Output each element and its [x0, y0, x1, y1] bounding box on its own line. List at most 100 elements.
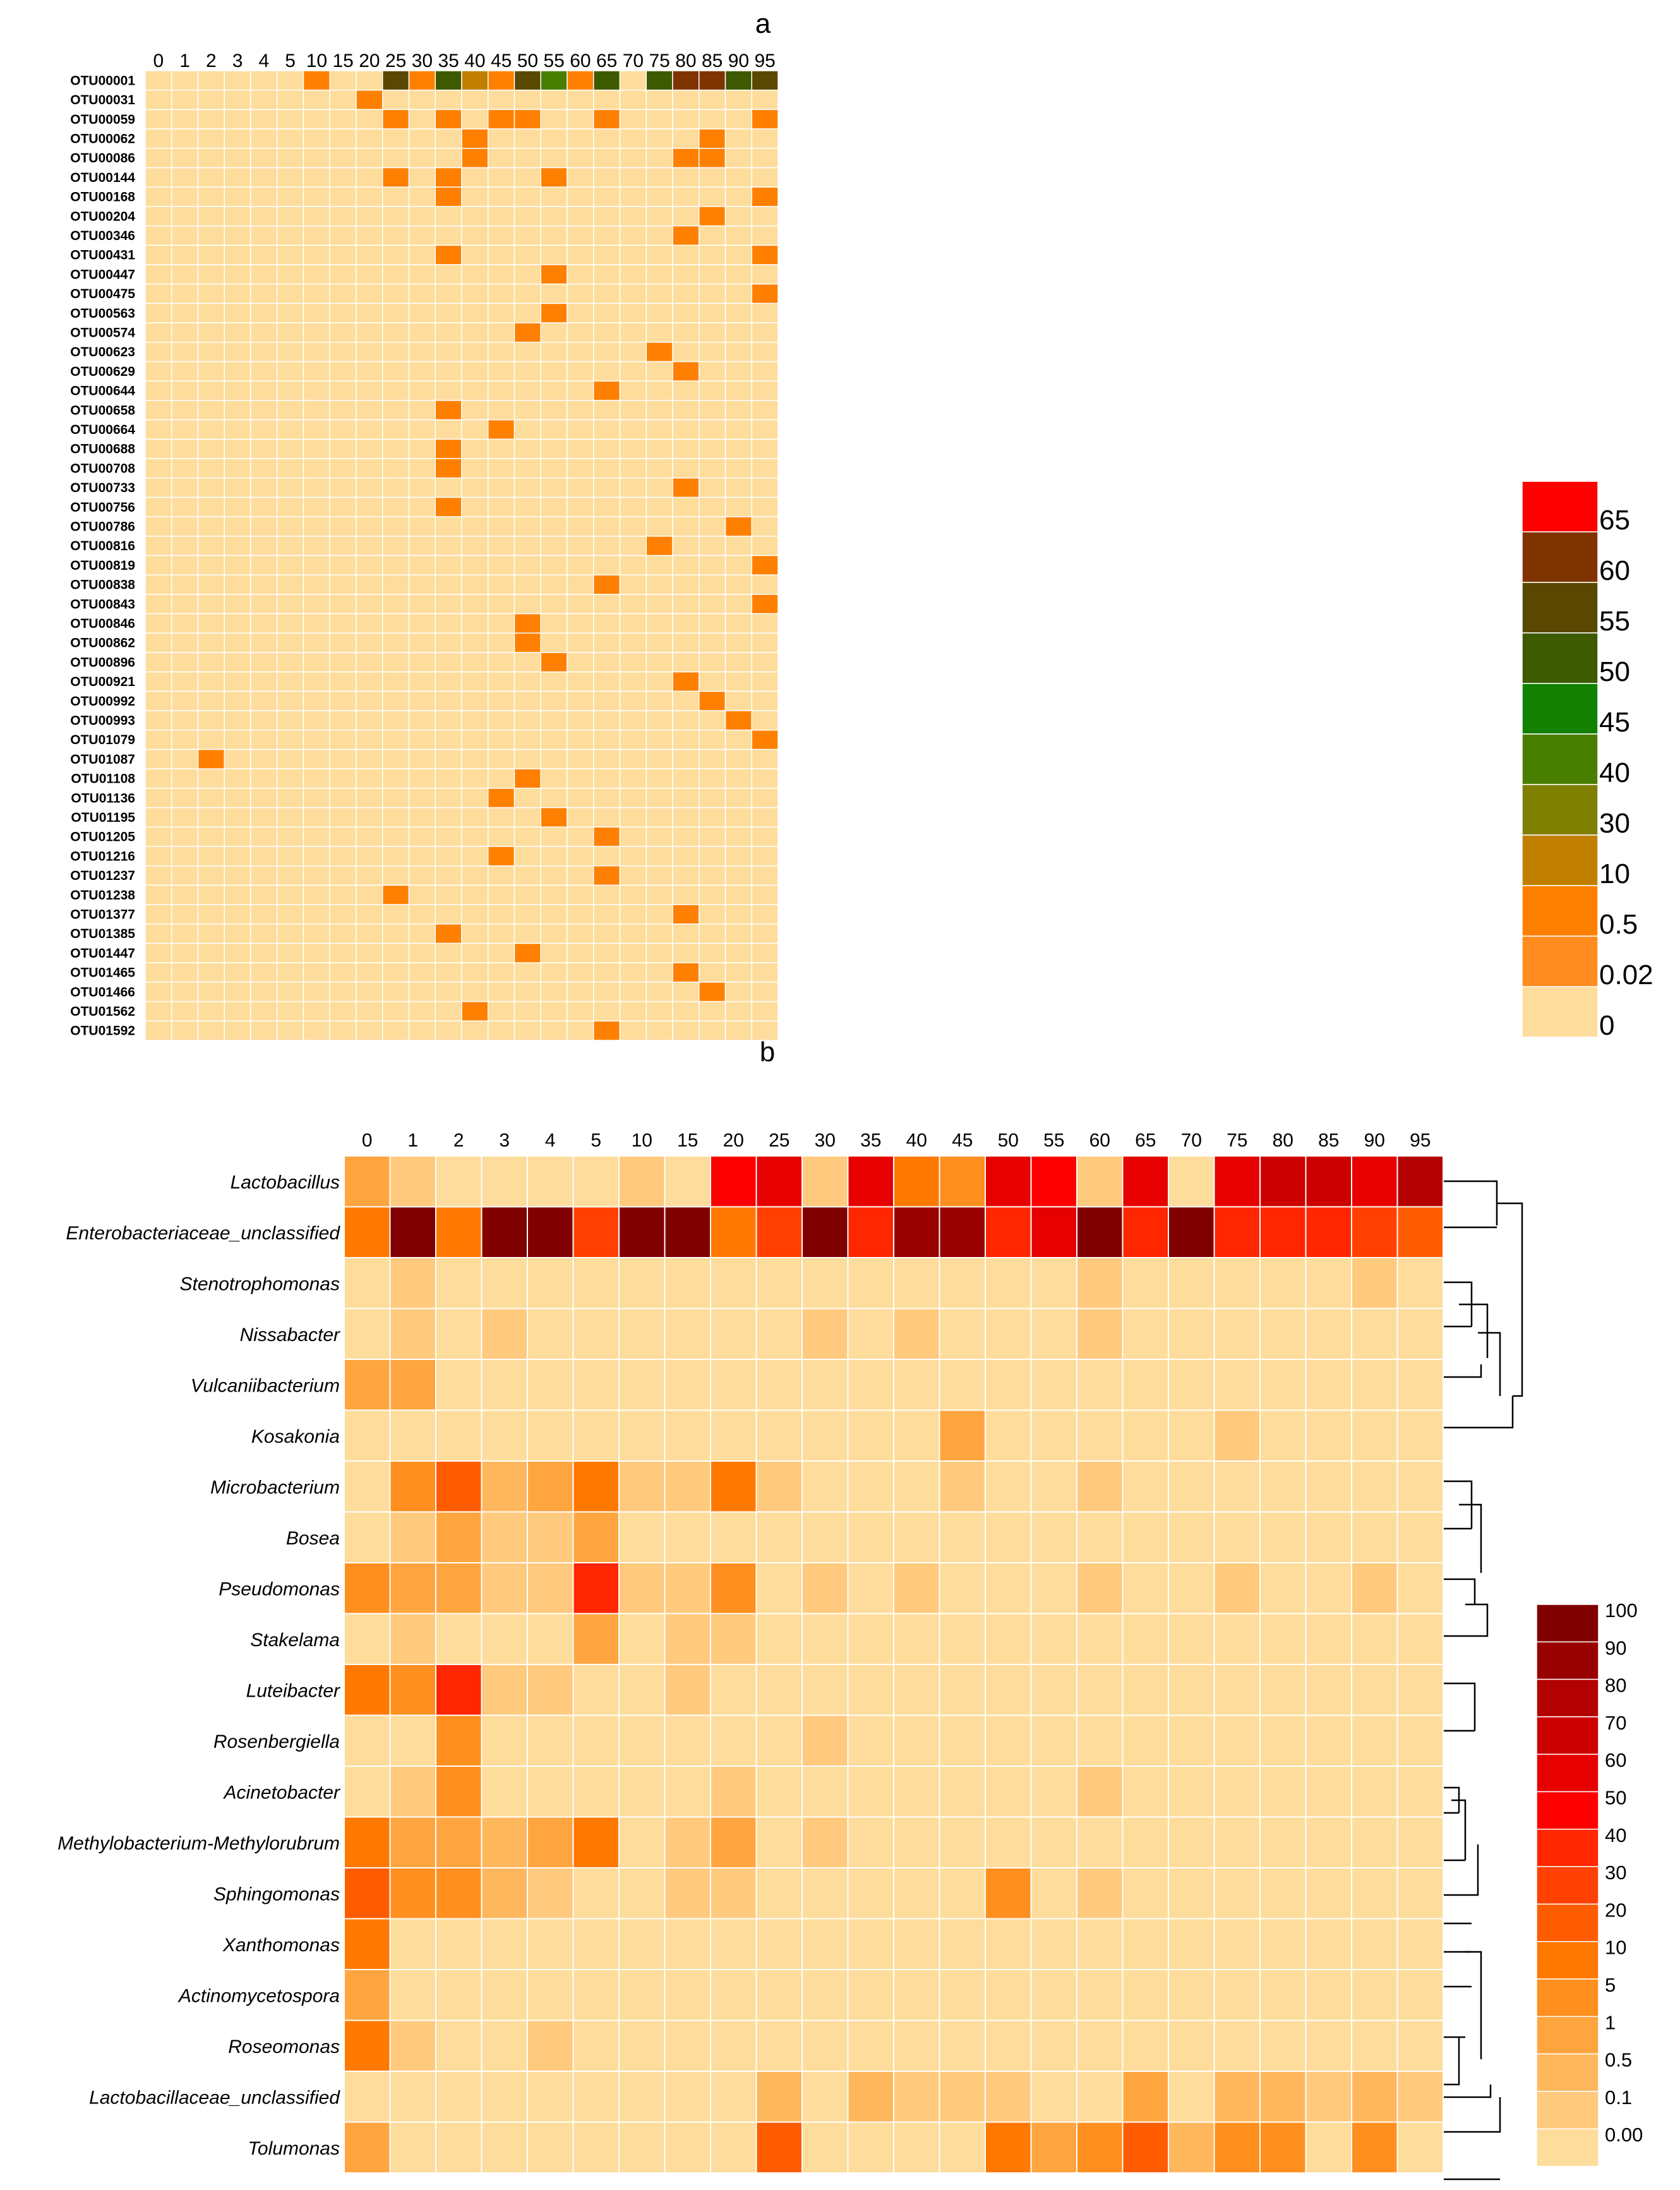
heatmap-a-cell	[435, 206, 462, 227]
heatmap-a-cell	[567, 904, 594, 925]
heatmap-a-legend-swatch	[1521, 733, 1599, 785]
heatmap-a-cell	[751, 458, 779, 479]
heatmap-b-cell	[847, 1206, 894, 1258]
heatmap-a-cell	[171, 128, 199, 149]
heatmap-b-cell	[710, 1562, 757, 1615]
heatmap-b-legend-swatch	[1536, 1604, 1599, 1643]
heatmap-a-cell	[699, 555, 726, 575]
heatmap-a-cell	[619, 807, 647, 828]
heatmap-a-cell	[724, 749, 752, 769]
heatmap-a-cell	[593, 730, 621, 750]
heatmap-a-legend-label: 0.5	[1599, 909, 1638, 940]
heatmap-b-cell	[389, 1714, 436, 1767]
heatmap-a-cell	[303, 419, 330, 440]
heatmap-a-cell	[672, 846, 700, 867]
heatmap-a-cell	[303, 303, 330, 323]
heatmap-a-cell	[408, 1001, 436, 1022]
heatmap-b-cell	[1305, 1562, 1352, 1615]
heatmap-a-cell	[672, 690, 700, 711]
heatmap-b-col-label: 65	[1135, 1130, 1156, 1151]
heatmap-a-cell	[303, 710, 330, 731]
heatmap-b-cell	[710, 1511, 757, 1563]
heatmap-b-cell	[389, 1460, 436, 1513]
heatmap-a-cell	[197, 652, 225, 673]
heatmap-a-col-label: 10	[306, 51, 327, 71]
heatmap-a-row-label: OTU00062	[70, 131, 135, 146]
heatmap-b-cell	[344, 2121, 391, 2174]
heatmap-b-cell	[939, 1359, 986, 1411]
heatmap-b-cell	[1168, 1460, 1215, 1513]
heatmap-a-cell	[171, 400, 199, 421]
heatmap-a-cell	[672, 768, 700, 789]
heatmap-a-cell	[197, 225, 225, 246]
heatmap-b-cell	[389, 1562, 436, 1615]
heatmap-a-cell	[250, 303, 278, 323]
heatmap-a-cell	[751, 438, 779, 459]
heatmap-b-cell	[435, 1969, 483, 2021]
heatmap-a-cell	[461, 148, 489, 169]
heatmap-b-cell	[755, 1664, 803, 1716]
heatmap-a-cell	[224, 419, 251, 440]
heatmap-b-legend-swatch	[1536, 2091, 1599, 2129]
heatmap-a-cell	[171, 671, 199, 692]
heatmap-a-cell	[724, 710, 752, 731]
heatmap-a-cell	[593, 710, 621, 731]
heatmap-b-legend-swatch	[1536, 2128, 1599, 2167]
heatmap-b-cell	[1351, 1308, 1398, 1360]
heatmap-a-cell	[513, 128, 541, 149]
heatmap-a-cell	[751, 574, 779, 595]
heatmap-b-cell	[572, 1816, 620, 1868]
heatmap-b-cell	[664, 1664, 711, 1716]
heatmap-a-cell	[672, 826, 700, 847]
heatmap-a-cell	[382, 594, 410, 615]
heatmap-b-cell	[1396, 1867, 1444, 1920]
heatmap-a-cell	[513, 962, 541, 983]
heatmap-a-cell	[672, 924, 700, 944]
heatmap-a-cell	[197, 690, 225, 711]
heatmap-a-cell	[408, 574, 436, 595]
heatmap-a-cell	[356, 109, 383, 129]
heatmap-a-cell	[250, 690, 278, 711]
heatmap-b-cell	[710, 1816, 757, 1868]
heatmap-a-cell	[197, 206, 225, 227]
heatmap-a-cell	[724, 826, 752, 847]
heatmap-a-cell	[382, 167, 410, 188]
heatmap-a-cell	[724, 788, 752, 809]
heatmap-a-cell	[699, 303, 726, 323]
heatmap-b-cell	[481, 1308, 528, 1360]
heatmap-a-cell	[171, 536, 199, 557]
heatmap-a-cell	[751, 264, 779, 285]
heatmap-b-cell	[481, 1359, 528, 1411]
heatmap-b-cell	[1396, 2121, 1444, 2174]
heatmap-a-cell	[145, 924, 172, 944]
heatmap-a-cell	[699, 594, 726, 615]
heatmap-a-cell	[513, 89, 541, 111]
heatmap-a-cell	[197, 148, 225, 169]
heatmap-a-cell	[461, 730, 489, 750]
heatmap-a-cell	[645, 982, 673, 1002]
heatmap-a-cell	[461, 574, 489, 595]
heatmap-a-cell	[382, 206, 410, 227]
heatmap-a-cell	[408, 128, 436, 149]
heatmap-a-row-label: OTU00658	[70, 403, 135, 418]
heatmap-b-cell	[618, 2019, 666, 2072]
heatmap-b-cell	[1122, 1562, 1169, 1615]
heatmap-a-cell	[382, 225, 410, 246]
heatmap-a-cell	[699, 342, 726, 363]
heatmap-a-cell	[461, 89, 489, 111]
heatmap-b-row-label: Rosenbergiella	[213, 1731, 340, 1752]
heatmap-a-cell	[699, 710, 726, 731]
heatmap-a-cell	[724, 924, 752, 944]
heatmap-a-cell	[250, 749, 278, 769]
heatmap-b-cell	[618, 1359, 666, 1411]
heatmap-b-cell	[664, 1766, 711, 1818]
heatmap-a-cell	[724, 186, 752, 207]
heatmap-a-cell	[303, 846, 330, 867]
heatmap-a-cell	[724, 516, 752, 537]
heatmap-a-cell	[303, 477, 330, 498]
heatmap-a-cell	[593, 924, 621, 944]
heatmap-a-row-label: OTU00838	[70, 578, 135, 593]
heatmap-a-cell	[303, 148, 330, 169]
heatmap-b-cell	[1351, 1714, 1398, 1767]
heatmap-b-cell	[755, 1816, 803, 1868]
